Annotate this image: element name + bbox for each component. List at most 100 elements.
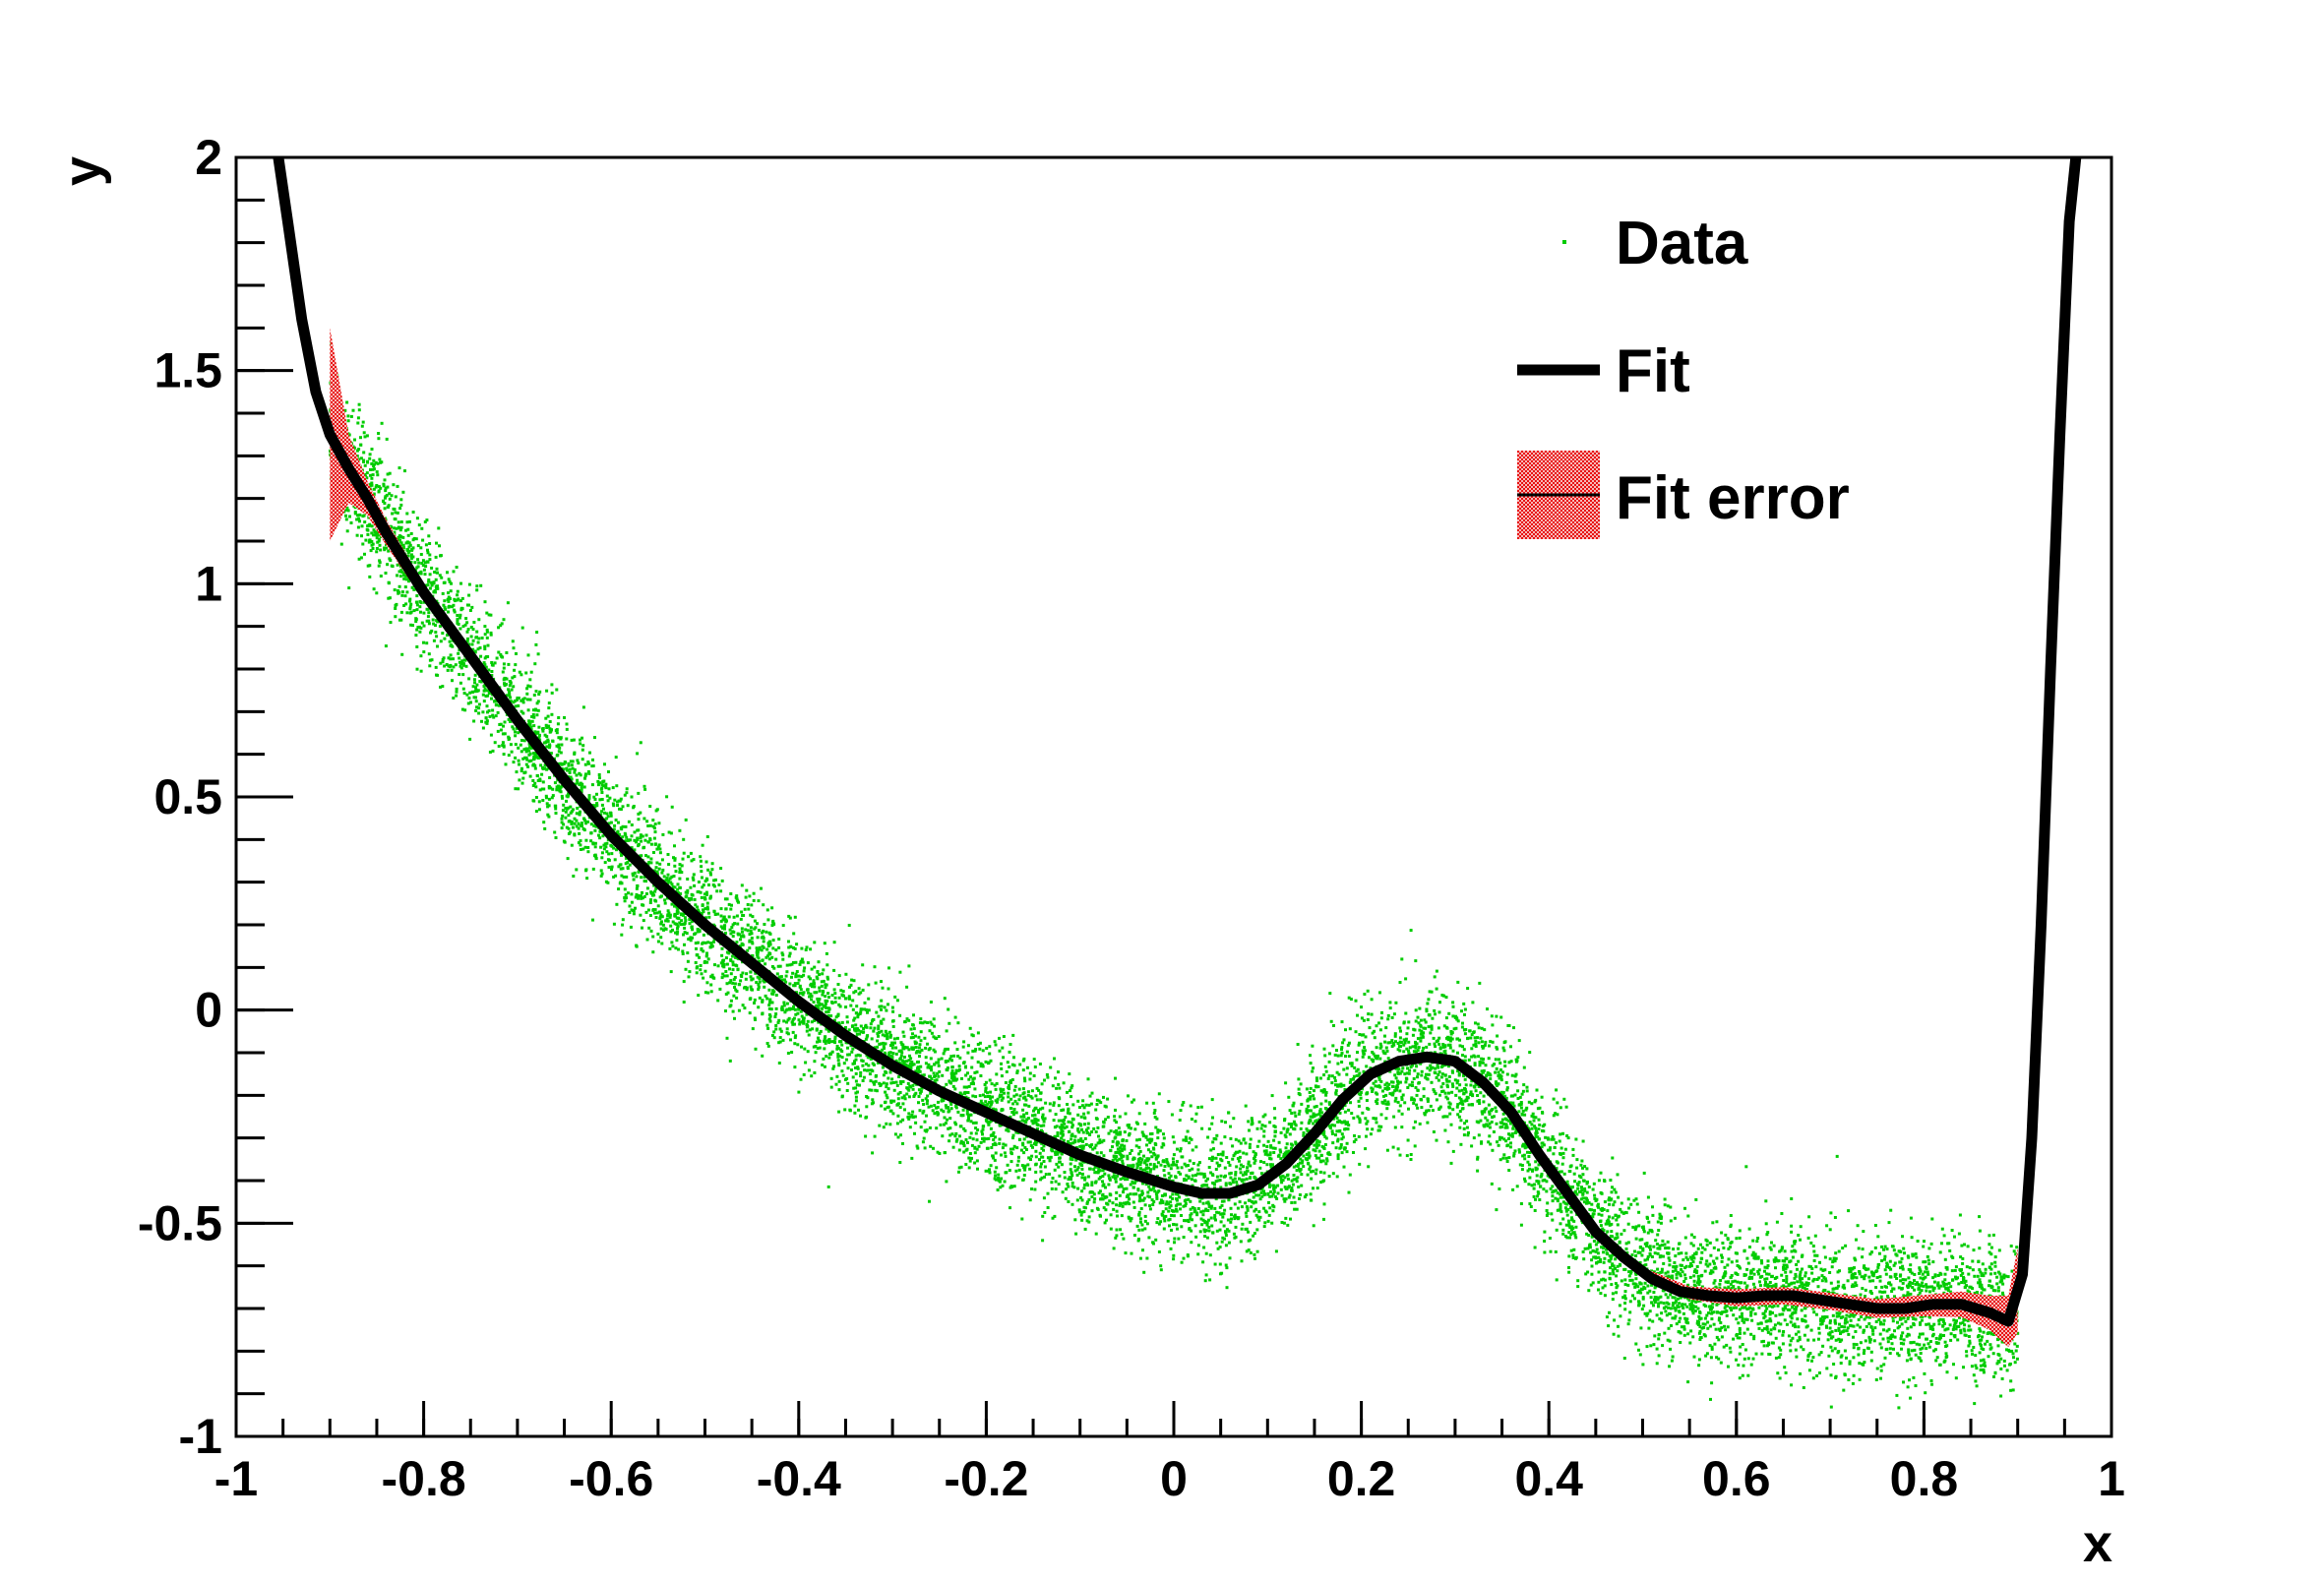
data-point [1917,1356,1921,1360]
data-point [1484,1064,1488,1067]
data-point [1022,1137,1026,1141]
data-point [1718,1316,1721,1320]
data-point [990,1102,994,1106]
data-point [1882,1247,1885,1251]
data-point [817,960,821,964]
data-point [1711,1259,1715,1263]
data-point [1421,1050,1425,1053]
data-point [1724,1280,1728,1284]
data-point [1007,1100,1010,1104]
data-point [863,1068,867,1072]
data-point [466,628,470,632]
data-point [1605,1247,1609,1251]
data-point [628,904,632,908]
data-point [1028,1077,1032,1081]
data-point [1880,1285,1884,1289]
data-point [1324,1069,1328,1073]
data-point [625,896,629,900]
data-point [1349,1062,1352,1065]
data-point [878,1042,882,1046]
data-point [1022,1115,1026,1119]
data-point [858,1032,862,1036]
data-point [1213,1206,1217,1210]
data-point [554,836,558,839]
data-point [434,665,438,669]
data-point [660,858,664,862]
data-point [1510,1134,1514,1138]
data-point [448,639,452,643]
data-point [1220,1203,1224,1207]
data-point [810,985,814,989]
data-point [986,1091,989,1095]
data-point [1712,1310,1716,1314]
data-point [514,743,518,747]
data-point [1822,1308,1826,1312]
data-point [1267,1200,1270,1204]
data-point [1679,1274,1682,1278]
data-point [508,694,512,698]
data-point [1715,1256,1719,1260]
data-point [548,727,552,731]
data-point [1993,1271,1997,1275]
data-point [1559,1204,1562,1208]
data-point [1535,1129,1538,1133]
data-point [1692,1270,1696,1274]
data-point [610,852,614,856]
data-point [1434,1066,1437,1070]
data-point [1562,1172,1566,1176]
data-point [425,518,429,522]
data-point [1189,1207,1193,1211]
data-point [1013,1084,1017,1088]
data-point [1202,1172,1206,1176]
data-point [1645,1345,1649,1349]
data-point [867,983,871,987]
data-point [1774,1266,1777,1270]
data-point [1765,1272,1769,1276]
data-point [1292,1174,1296,1177]
data-point [1745,1284,1749,1288]
data-point [1235,1165,1239,1169]
data-point [412,587,416,591]
data-point [1943,1340,1947,1344]
data-point [1552,1137,1556,1141]
data-point [1331,1172,1335,1176]
data-point [1050,1181,1054,1185]
data-point [1039,1124,1043,1127]
data-point [1070,1084,1074,1088]
data-point [665,917,669,921]
data-point [1455,1017,1459,1021]
data-point [873,1026,877,1030]
data-point [1262,1143,1266,1147]
data-point [697,881,701,883]
data-point [899,1120,903,1124]
data-point [814,1045,818,1048]
data-point [1300,1184,1304,1187]
data-point [1726,1305,1730,1308]
data-point [1829,1405,1833,1409]
data-point [853,1060,856,1064]
data-point [1403,1041,1407,1045]
data-point [1915,1342,1919,1346]
data-point [870,1088,874,1092]
data-point [436,584,439,588]
data-point [1358,1033,1362,1036]
data-point [1934,1359,1938,1363]
data-point [1750,1253,1754,1257]
data-point [1965,1350,1969,1354]
data-point [621,923,625,927]
data-point [1043,1175,1046,1179]
data-point [1556,1113,1560,1117]
data-point [1262,1149,1266,1153]
data-point [640,896,643,900]
data-point [1076,1128,1080,1132]
data-point [1148,1195,1152,1199]
data-point [1166,1240,1170,1243]
data-point [466,637,469,640]
data-point [836,1055,840,1059]
data-point [1023,1168,1027,1172]
data-point [774,1027,778,1031]
data-point [1195,1211,1199,1215]
data-point [1690,1308,1694,1312]
data-point [1360,1005,1363,1009]
data-point [522,739,526,743]
